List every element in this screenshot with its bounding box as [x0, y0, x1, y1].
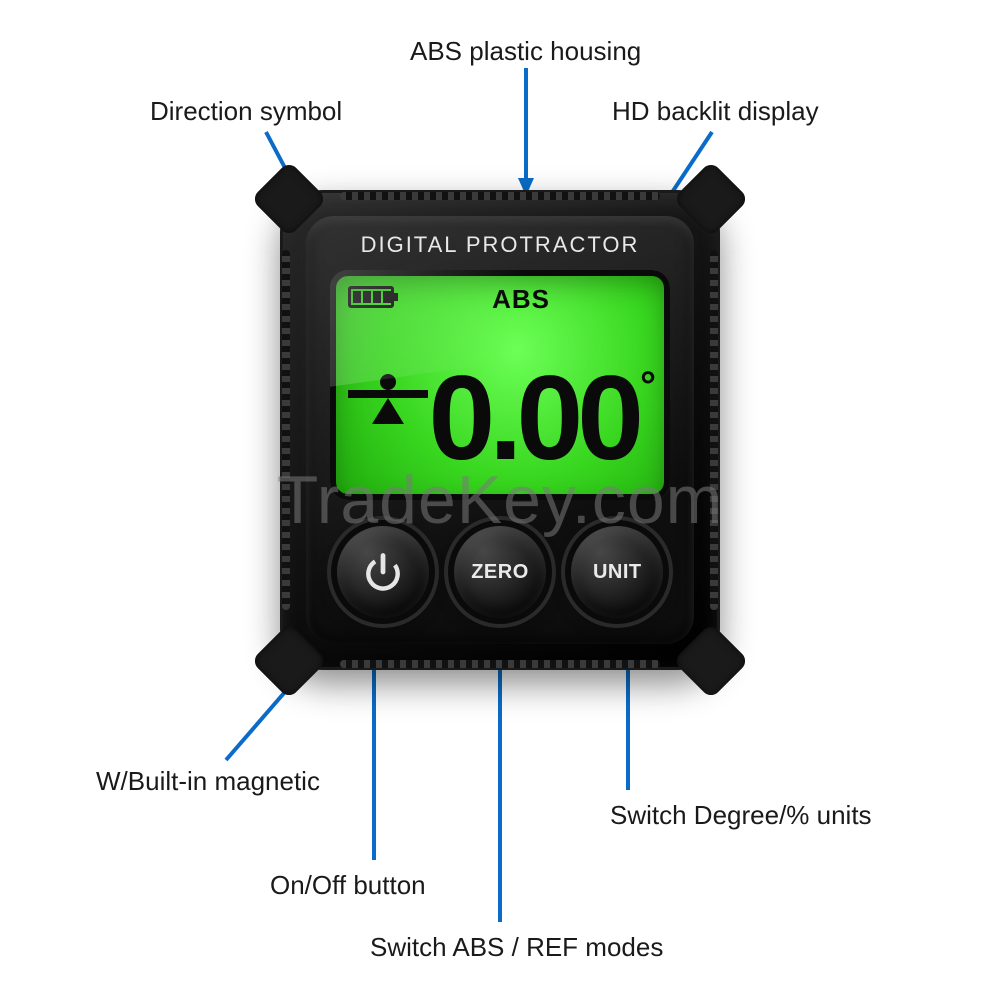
- display-reading: 0.00°: [428, 358, 654, 478]
- arrow-abs-housing: [516, 68, 536, 198]
- reading-value: 0.00: [428, 351, 638, 485]
- label-backlit: HD backlit display: [612, 96, 819, 127]
- device-title: DIGITAL PROTRACTOR: [306, 232, 694, 258]
- device-body: DIGITAL PROTRACTOR ABS 0.00°: [280, 190, 720, 670]
- power-icon: [361, 550, 405, 594]
- unit-label: UNIT: [593, 561, 642, 584]
- lcd-display: ABS 0.00°: [330, 270, 670, 500]
- direction-icon: [348, 366, 428, 446]
- power-button[interactable]: [337, 526, 429, 618]
- label-abs-housing: ABS plastic housing: [410, 36, 641, 67]
- label-magnetic: W/Built-in magnetic: [96, 766, 320, 797]
- reading-unit: °: [640, 364, 656, 408]
- unit-button[interactable]: UNIT: [571, 526, 663, 618]
- label-units: Switch Degree/% units: [610, 800, 872, 831]
- label-direction: Direction symbol: [150, 96, 342, 127]
- label-abs-ref: Switch ABS / REF modes: [370, 932, 663, 963]
- button-row: ZERO UNIT: [306, 526, 694, 618]
- label-onoff: On/Off button: [270, 870, 426, 901]
- display-mode: ABS: [492, 284, 550, 315]
- zero-label: ZERO: [471, 561, 529, 584]
- zero-button[interactable]: ZERO: [454, 526, 546, 618]
- battery-icon: [348, 286, 394, 308]
- arrow-onoff: [364, 636, 384, 866]
- arrow-absref: [490, 636, 510, 928]
- device-faceplate: DIGITAL PROTRACTOR ABS 0.00°: [306, 216, 694, 644]
